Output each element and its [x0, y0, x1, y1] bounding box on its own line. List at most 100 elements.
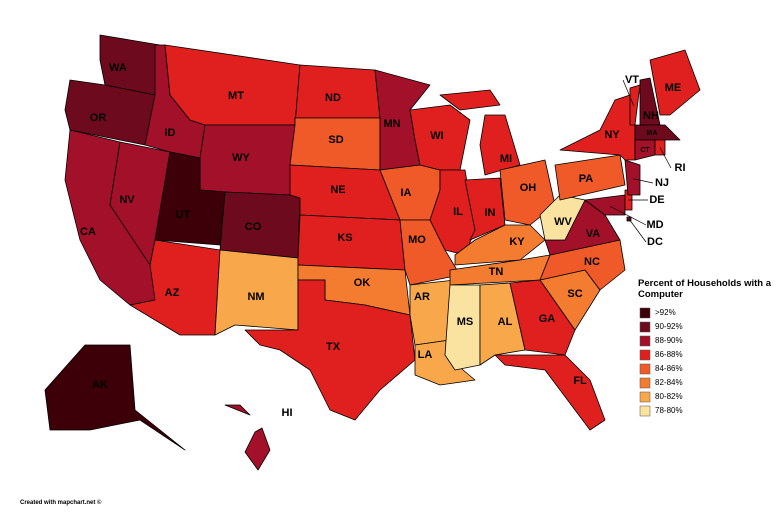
legend-label: 86-88% — [655, 350, 683, 359]
state — [634, 124, 681, 141]
state-label: IN — [485, 207, 496, 219]
state — [584, 194, 626, 216]
state-label: RI — [675, 162, 686, 174]
state-label: TX — [326, 341, 341, 353]
state — [214, 249, 299, 336]
state-label: SC — [567, 288, 582, 300]
state — [554, 154, 626, 201]
state-label: ME — [665, 82, 682, 94]
state — [559, 94, 636, 161]
state-label: VA — [586, 228, 601, 240]
state-label: LA — [418, 349, 433, 361]
state-label: NE — [330, 184, 345, 196]
state-labels: WA OR CA NV ID MT WY UT CO AZ NM ND SD NE KS OK TX MN IA MO… — [80, 62, 685, 419]
leader-line — [622, 79, 635, 106]
state-label: GA — [539, 313, 556, 325]
state-label: ID — [165, 127, 176, 139]
state — [224, 404, 251, 416]
legend-label: 90-92% — [655, 322, 683, 331]
state-label: OK — [354, 277, 371, 289]
state — [444, 284, 481, 371]
state-label: OH — [520, 182, 537, 194]
state-label: NM — [247, 291, 264, 303]
legend-swatch — [639, 391, 651, 403]
state-label: MO — [408, 234, 426, 246]
state-label: CA — [80, 226, 96, 238]
legend-swatch — [639, 307, 651, 319]
state-label: WV — [554, 216, 572, 228]
legend-label: 82-84% — [655, 378, 683, 387]
legend-label: 80-82% — [655, 392, 683, 401]
state-label: MT — [228, 90, 244, 102]
state-label: AK — [92, 379, 108, 391]
leader-line — [633, 178, 654, 184]
state-label: UT — [176, 209, 191, 221]
footer: Created with mapchart.net © — [20, 500, 102, 506]
state — [464, 177, 506, 241]
state-label: AL — [498, 316, 513, 328]
state-label: WA — [109, 62, 127, 74]
state-label: WI — [430, 130, 443, 142]
leader-line — [628, 218, 647, 243]
state-label: CO — [245, 221, 262, 233]
state-label: MD — [646, 219, 663, 231]
state — [244, 427, 271, 471]
state-label: NH — [643, 110, 659, 122]
legend-swatch — [639, 363, 651, 375]
state-label: FL — [573, 375, 587, 387]
state — [479, 114, 521, 176]
state — [479, 282, 526, 366]
state-label: MI — [500, 153, 512, 165]
state — [439, 89, 501, 111]
legend-label: 84-86% — [655, 364, 683, 373]
state-label: SD — [328, 134, 343, 146]
state-label: AZ — [165, 287, 180, 299]
legend-label: 88-90% — [655, 336, 683, 345]
state-label: NC — [584, 256, 600, 268]
state-label: KS — [337, 232, 352, 244]
state-label: KY — [509, 236, 525, 248]
state — [629, 84, 641, 126]
state-label: TN — [489, 266, 504, 278]
state — [624, 159, 641, 196]
state-label: NJ — [655, 177, 669, 189]
leader-line — [659, 147, 672, 169]
state-label: CT — [640, 147, 650, 154]
state-label: MS — [457, 316, 474, 328]
state-label: NV — [119, 194, 135, 206]
legend-swatch — [639, 377, 651, 389]
state-label: OR — [90, 112, 107, 124]
legend-title: Percent of Households with a Computer — [638, 278, 772, 300]
state-label: MA — [647, 130, 658, 137]
state-label: IA — [401, 187, 412, 199]
legend-swatch — [639, 405, 651, 417]
state — [649, 49, 701, 116]
state-label: VT — [625, 74, 639, 86]
state-label: NY — [604, 129, 620, 141]
state-label: IL — [453, 206, 463, 218]
state-label: MN — [383, 118, 400, 130]
legend-swatch — [639, 349, 651, 361]
state — [539, 194, 586, 241]
state-label: DC — [647, 236, 663, 248]
state — [454, 224, 546, 266]
legend-swatch — [639, 321, 651, 333]
legend-swatch — [639, 335, 651, 347]
state — [509, 279, 576, 356]
state-label: AR — [414, 291, 430, 303]
legend-label: >92% — [655, 308, 676, 317]
legend-label: 78-80% — [655, 406, 683, 415]
state-shapes — [44, 34, 701, 471]
legend: >92% 90-92% 88-90% 86-88% 84-86% 82-84% 80-82%… — [639, 307, 683, 417]
state-label: PA — [579, 173, 594, 185]
state-label: HI — [282, 407, 293, 419]
state-label: DE — [649, 194, 664, 206]
state — [244, 279, 416, 421]
state-label: ND — [325, 92, 341, 104]
state-label: WY — [232, 152, 250, 164]
state — [44, 344, 186, 451]
state — [494, 354, 606, 431]
leader-line — [609, 205, 647, 226]
